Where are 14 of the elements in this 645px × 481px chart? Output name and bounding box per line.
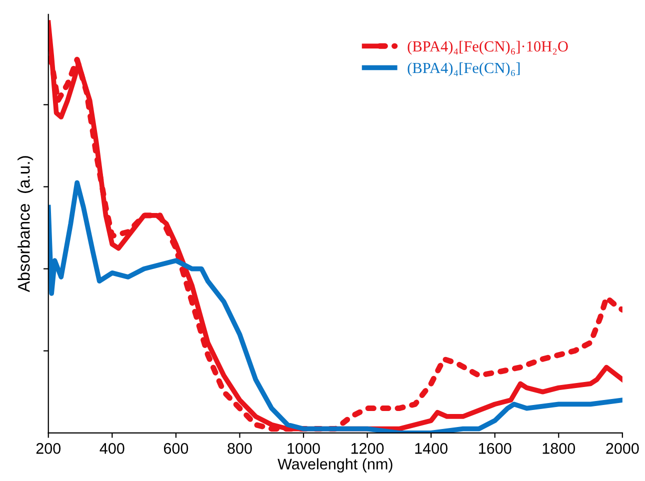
- x-tick-label: 2000: [606, 443, 639, 454]
- legend-label: (BPA4)₄[Fe(CN)₆]·10H₂O: [408, 40, 568, 55]
- x-tick-label: 1400: [415, 443, 448, 454]
- x-tick-label: 800: [228, 443, 252, 454]
- x-tick-label: 200: [36, 443, 61, 454]
- legend-label: (BPA4)₄[Fe(CN)₆]: [408, 62, 520, 76]
- y-axis-title: Absorbance (a.u.): [18, 156, 34, 292]
- x-tick-label: 600: [164, 443, 188, 454]
- x-axis-title: Wavelenght (nm): [278, 458, 392, 472]
- x-tick-label: 1600: [479, 443, 512, 454]
- x-tick-label: 1200: [351, 443, 384, 454]
- x-tick-label: 1800: [542, 443, 576, 454]
- x-tick-label: 1000: [288, 443, 320, 454]
- x-tick-label: 400: [100, 443, 124, 454]
